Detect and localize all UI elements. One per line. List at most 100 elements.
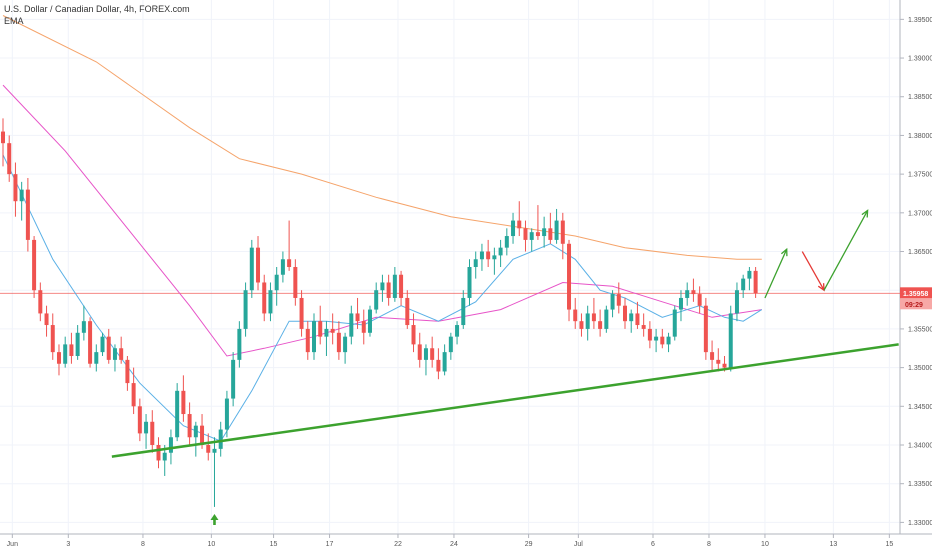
candle-body (703, 305, 708, 353)
candle-body (318, 321, 323, 337)
candle-body (330, 328, 335, 333)
candle-body (119, 348, 124, 360)
candle-body (486, 251, 491, 260)
candle-body (206, 445, 211, 453)
y-tick-label: 1.34500 (908, 404, 932, 411)
candle-body (399, 274, 404, 298)
candle-body (1, 131, 5, 144)
candle-body (479, 251, 484, 260)
candle-body (666, 336, 671, 345)
candle-body (734, 290, 739, 314)
candle-body (168, 437, 173, 453)
x-tick-label: 29 (525, 541, 533, 548)
candle-body (237, 328, 242, 360)
candle-body (137, 406, 142, 434)
candle-body (349, 313, 354, 337)
candle-body (691, 290, 696, 295)
candle-body (741, 278, 746, 291)
candle-body (641, 325, 646, 329)
candle-body (697, 294, 702, 306)
x-tick-label: 22 (394, 541, 402, 548)
candle-body (417, 344, 422, 360)
candle-body (38, 290, 43, 314)
y-tick-label: 1.35500 (908, 326, 932, 333)
candle-body (144, 421, 149, 434)
candle-body (224, 398, 229, 430)
ema-mid-line (2, 84, 762, 357)
candle-body (367, 309, 372, 333)
forecast-arrow-line (823, 210, 869, 291)
forecast-arrow-head (817, 283, 825, 292)
candle-body (448, 336, 453, 353)
y-tick-label: 1.37500 (908, 172, 932, 179)
candle-body (312, 321, 316, 353)
candle-body (604, 309, 609, 329)
candle-body (355, 313, 360, 322)
candle-body (88, 321, 93, 364)
candle-body (361, 321, 366, 333)
candle-body (629, 313, 634, 322)
candle-body (573, 309, 578, 322)
x-tick-label: 15 (270, 541, 278, 548)
candle-body (411, 325, 416, 345)
y-tick-label: 1.34000 (908, 443, 932, 450)
x-tick-label: 17 (326, 541, 334, 548)
x-tick-label: 8 (707, 541, 711, 548)
forecast-arrow-head (780, 247, 788, 257)
candle-body (162, 452, 167, 461)
candle-body (436, 359, 441, 372)
candle-body (535, 232, 540, 237)
candle-body (274, 274, 279, 291)
candle-body (100, 336, 105, 353)
candle-body (579, 321, 584, 329)
candle-body (131, 383, 136, 407)
candle-body (212, 448, 217, 453)
x-tick-label: 15 (885, 541, 893, 548)
candle-body (336, 332, 341, 353)
candle-body (150, 421, 155, 445)
candle-body (455, 325, 460, 337)
support-trendline (111, 343, 899, 458)
candle-body (753, 270, 758, 294)
candle-body (193, 425, 198, 438)
y-tick-label: 1.33500 (908, 481, 932, 488)
candle-body (19, 189, 24, 202)
x-tick-label: Jun (7, 541, 18, 548)
y-tick-label: 1.39000 (908, 56, 932, 63)
chart-title: U.S. Dollar / Canadian Dollar, 4h, FOREX… (4, 4, 190, 14)
candle-body (262, 282, 267, 314)
candle-body (616, 294, 621, 306)
candle-body (567, 243, 572, 310)
y-tick-label: 1.38000 (908, 133, 932, 140)
x-tick-label: 3 (66, 541, 70, 548)
price-badge (900, 287, 932, 299)
candle-body (405, 297, 410, 326)
y-tick-label: 1.36500 (908, 249, 932, 256)
candle-body (623, 305, 627, 322)
candle-body (591, 313, 596, 322)
candle-body (728, 313, 733, 368)
candle-body (685, 290, 690, 298)
candle-body (374, 290, 379, 310)
candle-body (231, 359, 236, 399)
candle-body (305, 328, 310, 353)
candle-body (523, 228, 528, 240)
candle-body (280, 259, 285, 275)
candle-body (81, 321, 86, 333)
forecast-arrow-line (801, 251, 825, 291)
candle-body (511, 220, 516, 237)
ema-slow-line (2, 15, 762, 260)
candle-body (75, 332, 80, 356)
candle-body (598, 321, 603, 329)
candle-body (473, 259, 478, 267)
candle-body (716, 359, 721, 364)
candle-body (125, 359, 130, 384)
price-badge-value: 1.35958 (903, 291, 928, 298)
candle-body (554, 220, 559, 240)
candle-body (106, 336, 111, 360)
candle-body (467, 267, 472, 298)
candle-body (423, 348, 428, 360)
